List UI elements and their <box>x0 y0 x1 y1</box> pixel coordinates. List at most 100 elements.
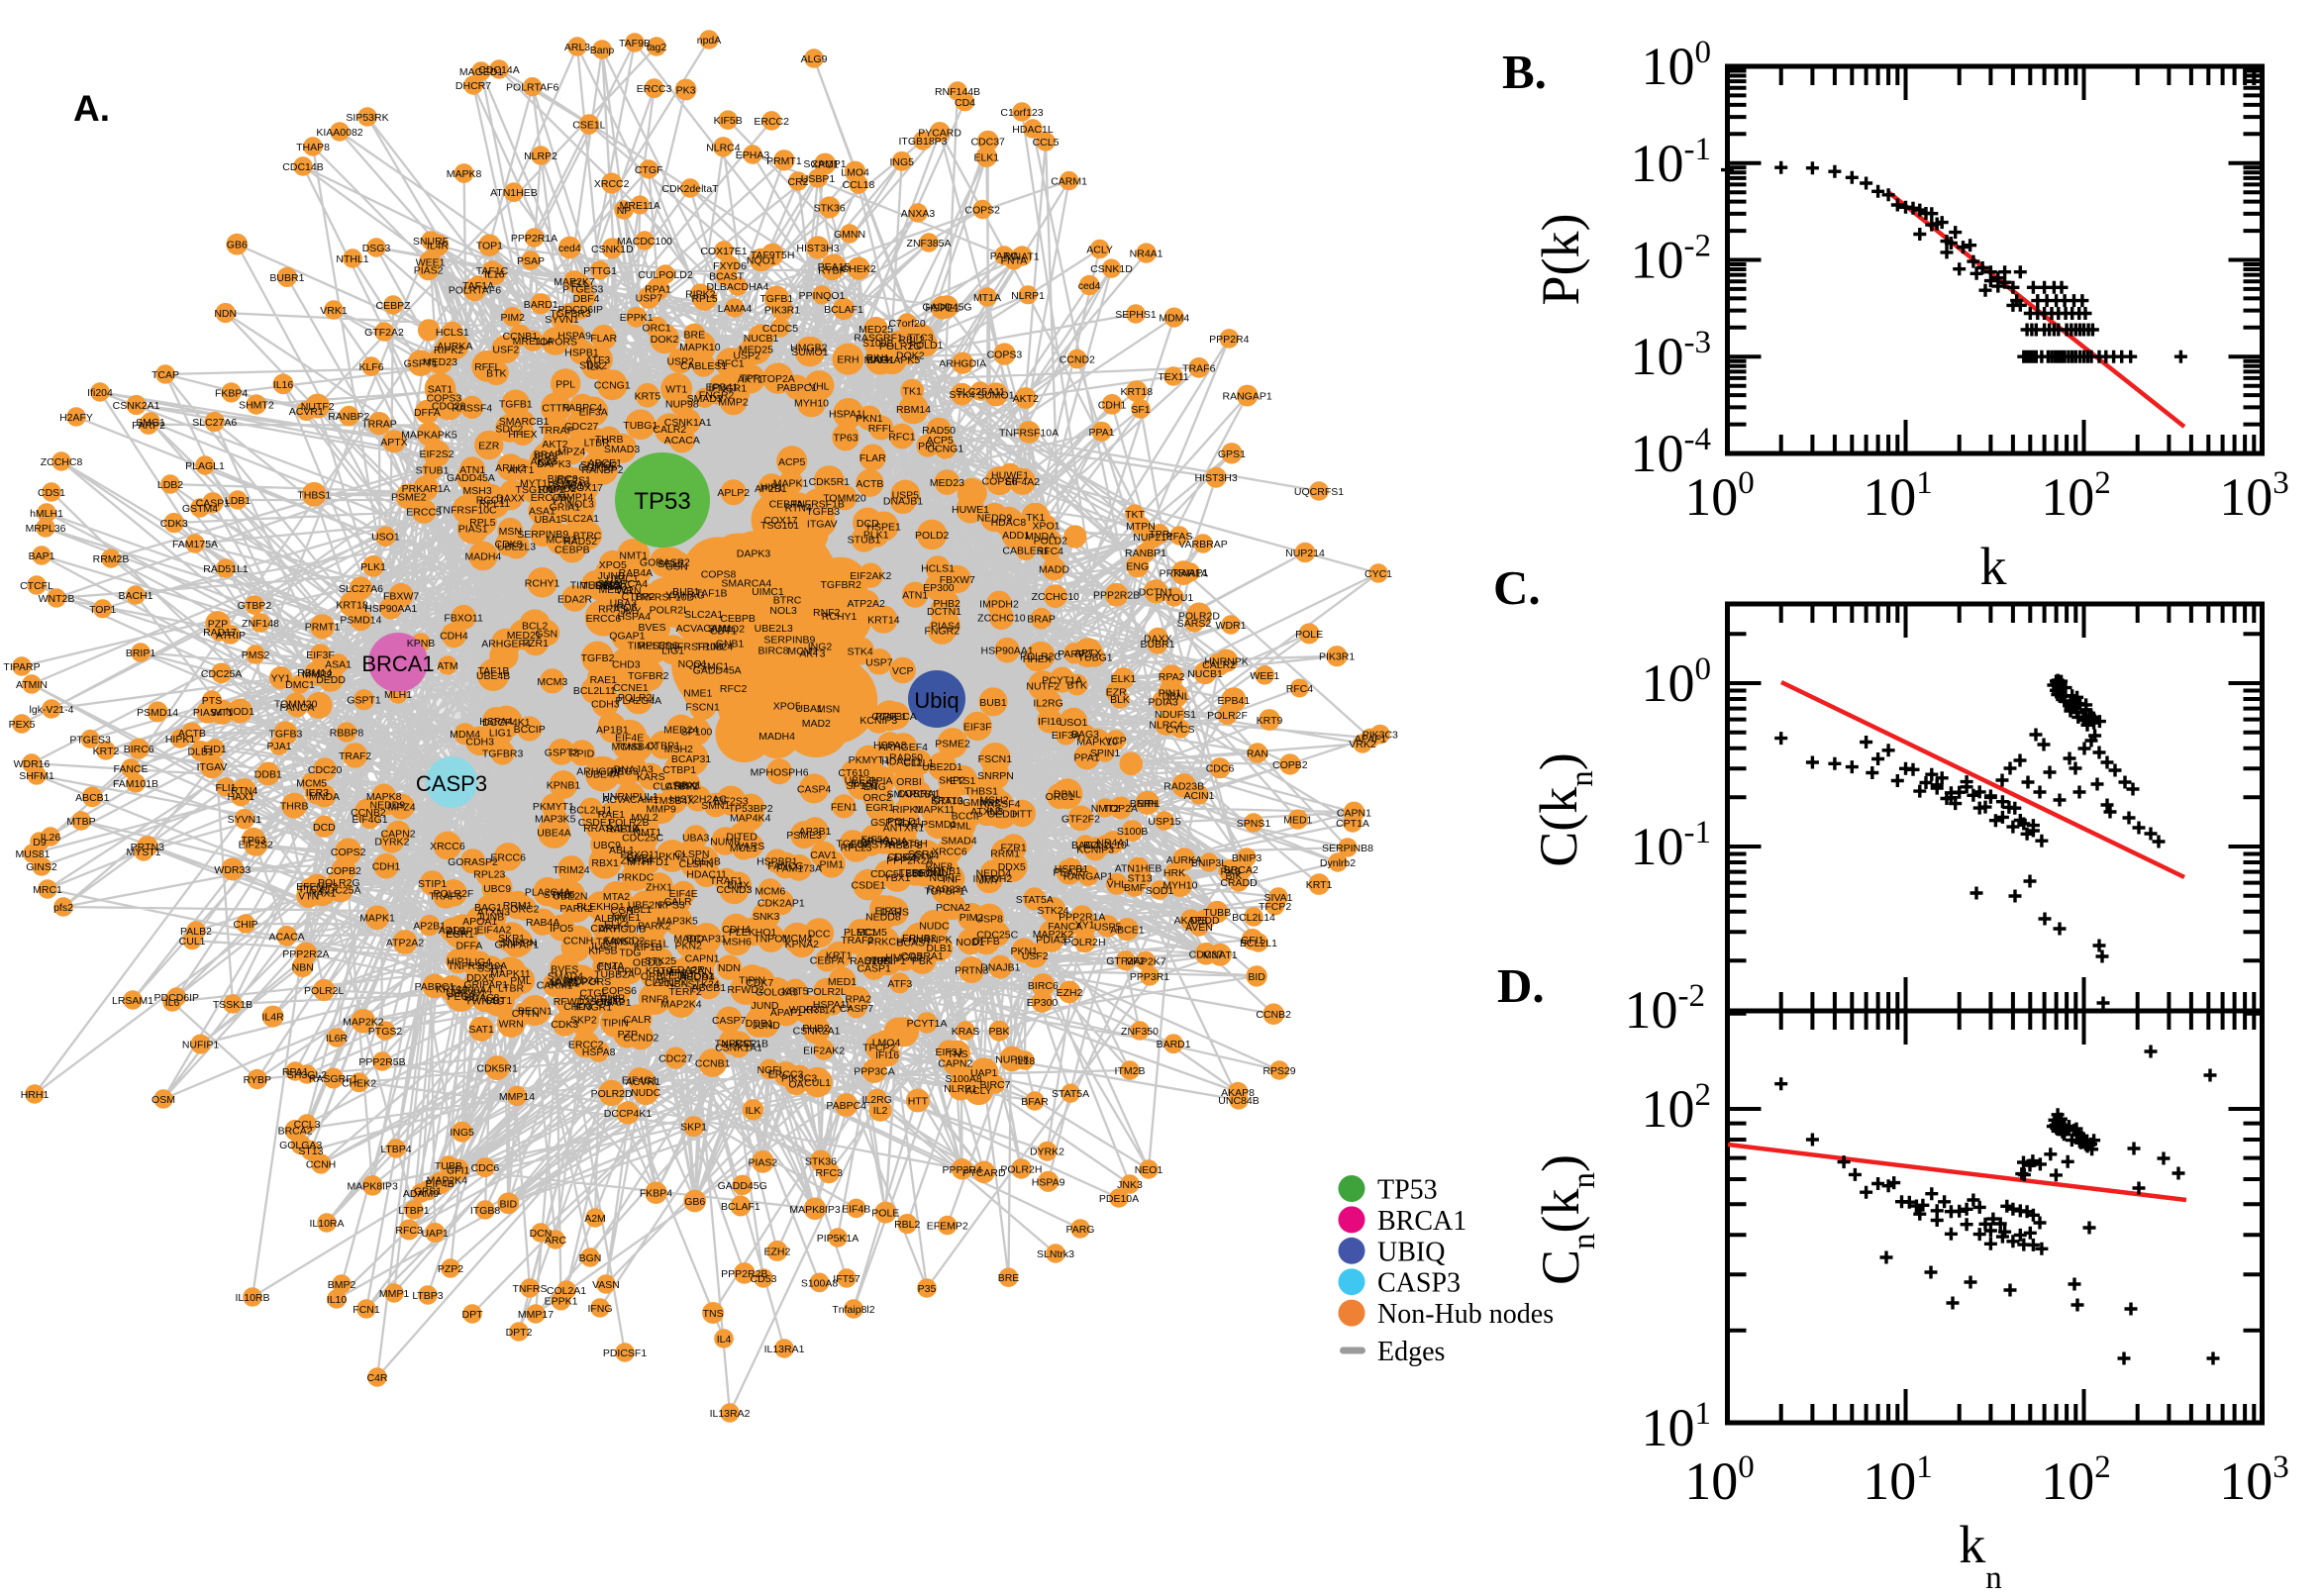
svg-text:CLASPIN: CLASPIN <box>653 780 697 792</box>
svg-text:FCN1: FCN1 <box>353 1304 380 1316</box>
svg-text:LDB1: LDB1 <box>225 495 251 507</box>
svg-text:S100A8: S100A8 <box>945 1073 982 1085</box>
svg-text:USO1: USO1 <box>371 532 400 544</box>
svg-text:TSSK1B: TSSK1B <box>213 999 252 1011</box>
svg-text:BNIP3L: BNIP3L <box>1191 857 1227 869</box>
svg-text:Edges: Edges <box>1377 1337 1445 1367</box>
svg-text:SNRPN: SNRPN <box>977 770 1014 782</box>
svg-text:UBA1: UBA1 <box>535 514 562 526</box>
svg-text:PARG: PARG <box>1066 1224 1095 1236</box>
svg-text:WT1: WT1 <box>665 384 687 396</box>
svg-text:GINS2: GINS2 <box>26 861 57 873</box>
svg-text:IL10RB: IL10RB <box>235 1292 269 1304</box>
svg-text:MTPN: MTPN <box>1126 521 1156 533</box>
svg-text:ARHGDIA: ARHGDIA <box>939 358 986 370</box>
svg-text:RFC4: RFC4 <box>1286 683 1314 695</box>
svg-text:ERCC2: ERCC2 <box>754 116 789 128</box>
svg-text:UNC84B: UNC84B <box>1218 1095 1259 1107</box>
svg-text:IFT57: IFT57 <box>833 1273 860 1285</box>
svg-text:BCL2L14: BCL2L14 <box>1232 912 1275 924</box>
svg-text:TNFRS: TNFRS <box>513 1283 548 1295</box>
svg-text:BIRC8: BIRC8 <box>758 646 789 657</box>
svg-text:TGFBR3: TGFBR3 <box>482 748 524 759</box>
svg-text:EZH2: EZH2 <box>763 1246 790 1257</box>
svg-text:ITGAV: ITGAV <box>197 761 228 773</box>
svg-text:Banp: Banp <box>590 45 615 56</box>
svg-text:PPP2R4: PPP2R4 <box>942 1164 981 1176</box>
svg-text:EIF4A2: EIF4A2 <box>476 925 511 937</box>
svg-text:TOP1: TOP1 <box>89 604 116 616</box>
svg-text:AVEN: AVEN <box>1185 922 1213 934</box>
svg-text:NR4A1: NR4A1 <box>1130 249 1163 260</box>
svg-text:MAPK8: MAPK8 <box>447 168 482 180</box>
svg-text:IFI16: IFI16 <box>875 1049 899 1061</box>
svg-text:MADD: MADD <box>673 933 704 945</box>
svg-text:CSNK2A1: CSNK2A1 <box>113 400 160 412</box>
svg-text:PARC: PARC <box>990 250 1019 262</box>
svg-text:JNK3: JNK3 <box>1117 1179 1143 1191</box>
svg-text:MYST1: MYST1 <box>126 847 160 858</box>
svg-text:WDR33: WDR33 <box>214 864 251 876</box>
svg-text:MPHOSPH6: MPHOSPH6 <box>751 766 809 778</box>
svg-text:CDC6: CDC6 <box>1206 763 1235 775</box>
svg-text:PABPC4: PABPC4 <box>826 1100 866 1112</box>
svg-text:MAPKAPK5: MAPKAPK5 <box>401 429 457 441</box>
svg-text:ELK1: ELK1 <box>973 151 999 163</box>
svg-text:BRE: BRE <box>684 329 706 341</box>
svg-text:CDK2deltaT: CDK2deltaT <box>661 183 719 195</box>
svg-text:NEDD8: NEDD8 <box>865 911 901 923</box>
svg-text:KRAS: KRAS <box>952 1026 980 1038</box>
svg-text:CDT1: CDT1 <box>710 626 738 638</box>
svg-text:DDB1: DDB1 <box>254 768 282 780</box>
svg-text:CCNB1: CCNB1 <box>503 331 539 343</box>
svg-text:BCL2L11: BCL2L11 <box>569 805 612 817</box>
svg-text:PSAP: PSAP <box>517 255 545 267</box>
svg-text:FBXW7: FBXW7 <box>383 590 419 602</box>
svg-text:CYC1: CYC1 <box>1364 568 1392 580</box>
svg-text:CEBPB: CEBPB <box>555 544 590 555</box>
svg-text:AP2B1: AP2B1 <box>755 483 787 495</box>
svg-text:UBE4A: UBE4A <box>537 827 570 839</box>
svg-text:RRAS: RRAS <box>598 604 627 616</box>
svg-text:Tnfaip8l2: Tnfaip8l2 <box>832 1304 874 1316</box>
svg-text:BRCA1: BRCA1 <box>1377 1206 1466 1237</box>
svg-text:RCHY1: RCHY1 <box>822 611 858 623</box>
svg-text:KRT18: KRT18 <box>336 599 368 611</box>
svg-text:EIF2S2: EIF2S2 <box>239 840 273 851</box>
svg-text:MACDC100: MACDC100 <box>617 236 672 248</box>
svg-text:RIPK2: RIPK2 <box>434 345 464 356</box>
svg-text:WEE1: WEE1 <box>1250 670 1279 682</box>
svg-text:TP53: TP53 <box>1377 1175 1438 1206</box>
svg-text:NUTF2: NUTF2 <box>1026 681 1060 693</box>
svg-text:CL2L1: CL2L1 <box>645 977 675 989</box>
svg-text:KIAA0082: KIAA0082 <box>316 127 362 139</box>
svg-text:ZCCHC10: ZCCHC10 <box>977 613 1026 625</box>
svg-text:FLAR: FLAR <box>859 452 886 464</box>
svg-text:CAV1: CAV1 <box>810 849 837 861</box>
svg-text:RANGAP1: RANGAP1 <box>1223 391 1272 403</box>
svg-text:GNB1: GNB1 <box>716 638 745 649</box>
svg-text:TAF1B: TAF1B <box>477 665 509 677</box>
svg-text:TUBB: TUBB <box>435 1160 462 1172</box>
svg-text:PTGS2: PTGS2 <box>368 1026 403 1038</box>
svg-text:ARL3: ARL3 <box>564 42 590 53</box>
svg-text:RFC3: RFC3 <box>815 1167 843 1179</box>
svg-text:THAP8: THAP8 <box>296 142 330 153</box>
svg-text:AP3B1: AP3B1 <box>799 826 832 838</box>
svg-text:FAM175A: FAM175A <box>172 539 218 550</box>
svg-text:tag2: tag2 <box>647 42 667 53</box>
svg-text:FSCN1: FSCN1 <box>685 701 720 713</box>
svg-text:XRCC2: XRCC2 <box>594 178 630 190</box>
svg-text:COPS2: COPS2 <box>331 847 366 858</box>
svg-text:A2M: A2M <box>584 1213 606 1225</box>
svg-text:NP: NP <box>617 205 632 217</box>
svg-text:IL2RG: IL2RG <box>1033 698 1062 710</box>
svg-text:CTBP1: CTBP1 <box>647 740 680 751</box>
svg-text:COBRA1: COBRA1 <box>901 950 944 962</box>
svg-text:TGFB2: TGFB2 <box>581 652 615 664</box>
svg-text:UBE2D1: UBE2D1 <box>922 761 962 773</box>
svg-text:TAF1A: TAF1A <box>462 280 494 292</box>
svg-text:RFC2: RFC2 <box>720 683 748 695</box>
svg-text:HNRNPK: HNRNPK <box>1204 655 1248 667</box>
svg-text:PPP3R1: PPP3R1 <box>1130 971 1169 983</box>
